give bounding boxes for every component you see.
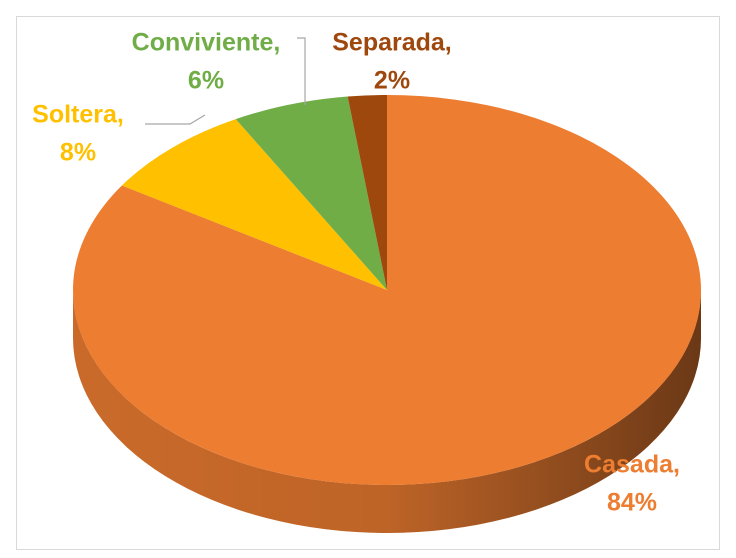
slice — [347, 95, 387, 290]
data-label-value: 84% — [607, 489, 657, 517]
leader-line — [297, 37, 306, 105]
slice — [235, 96, 387, 291]
data-label-name: Casada, — [584, 451, 680, 479]
data-label-value: 6% — [188, 67, 224, 95]
slice-side-shade — [73, 290, 701, 533]
leader-line — [145, 114, 206, 125]
data-label-value: 8% — [60, 139, 96, 167]
data-label-name: Soltera, — [32, 101, 124, 129]
data-label-name: Conviviente, — [132, 29, 281, 57]
slice — [72, 95, 701, 485]
slice — [121, 119, 387, 290]
data-label-name: Separada, — [332, 29, 452, 57]
data-label-value: 2% — [374, 67, 410, 95]
